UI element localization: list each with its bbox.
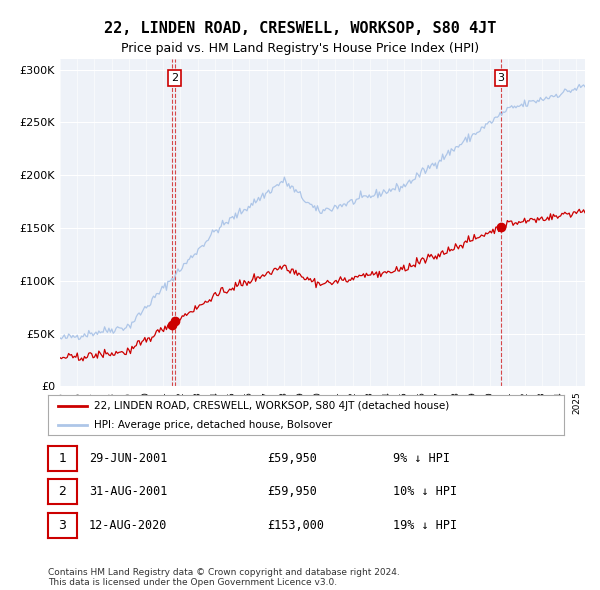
Text: £153,000: £153,000 [267,519,324,532]
Text: 22, LINDEN ROAD, CRESWELL, WORKSOP, S80 4JT (detached house): 22, LINDEN ROAD, CRESWELL, WORKSOP, S80 … [94,401,449,411]
Text: Contains HM Land Registry data © Crown copyright and database right 2024.
This d: Contains HM Land Registry data © Crown c… [48,568,400,587]
Text: HPI: Average price, detached house, Bolsover: HPI: Average price, detached house, Bols… [94,419,332,430]
Text: £59,950: £59,950 [267,485,317,499]
Text: Price paid vs. HM Land Registry's House Price Index (HPI): Price paid vs. HM Land Registry's House … [121,42,479,55]
Text: £59,950: £59,950 [267,451,317,465]
Text: 2: 2 [171,73,178,83]
Text: 2: 2 [58,485,67,499]
Text: 29-JUN-2001: 29-JUN-2001 [89,451,167,465]
Text: 9% ↓ HPI: 9% ↓ HPI [393,451,450,465]
Text: 12-AUG-2020: 12-AUG-2020 [89,519,167,532]
Text: 3: 3 [58,519,67,532]
Text: 31-AUG-2001: 31-AUG-2001 [89,485,167,499]
Text: 3: 3 [497,73,505,83]
Text: 19% ↓ HPI: 19% ↓ HPI [393,519,457,532]
Text: 10% ↓ HPI: 10% ↓ HPI [393,485,457,499]
Text: 1: 1 [58,451,67,465]
Text: 22, LINDEN ROAD, CRESWELL, WORKSOP, S80 4JT: 22, LINDEN ROAD, CRESWELL, WORKSOP, S80 … [104,21,496,35]
